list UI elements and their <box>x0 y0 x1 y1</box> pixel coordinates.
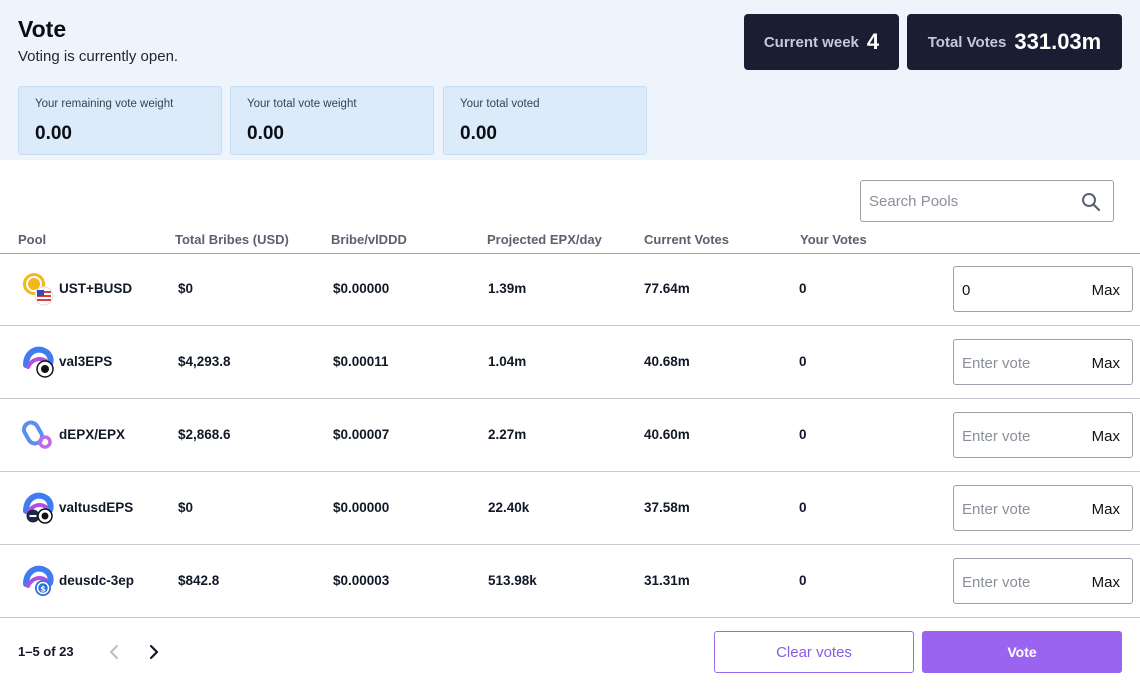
vote-input[interactable] <box>962 425 1072 447</box>
your-votes: 0 <box>799 573 807 588</box>
total-bribes: $2,868.6 <box>178 427 231 442</box>
column-total-bribes[interactable]: Total Bribes (USD) <box>175 232 289 247</box>
vote-input-group: Max <box>953 412 1133 458</box>
column-your-votes[interactable]: Your Votes <box>800 232 867 247</box>
table-row: dEPX/EPX $2,868.6 $0.00007 2.27m 40.60m … <box>0 399 1140 472</box>
bribe-per-vlddd: $0.00000 <box>333 500 390 515</box>
max-button[interactable]: Max <box>1084 494 1128 524</box>
pool-name: val3EPS <box>59 354 113 369</box>
stat-label: Your total voted <box>460 98 540 110</box>
column-bribe-per-vlddd[interactable]: Bribe/vlDDD <box>331 232 407 247</box>
your-votes: 0 <box>799 281 807 296</box>
vote-input[interactable] <box>962 279 1072 301</box>
table-row: valtusdEPS $0 $0.00000 22.40k 37.58m 0 M… <box>0 472 1140 545</box>
depx-epx-token-icon <box>22 420 52 449</box>
vote-input-group: Max <box>953 266 1133 312</box>
your-votes: 0 <box>799 500 807 515</box>
page-title: Vote <box>18 16 67 42</box>
bribe-per-vlddd: $0.00007 <box>333 427 390 442</box>
max-button[interactable]: Max <box>1084 348 1128 378</box>
projected-epx: 2.27m <box>488 427 527 442</box>
current-votes: 40.68m <box>644 354 690 369</box>
clear-votes-button[interactable]: Clear votes <box>714 631 914 673</box>
column-projected-epx[interactable]: Projected EPX/day <box>487 232 602 247</box>
next-page-button[interactable] <box>140 638 168 666</box>
table-row: val3EPS $4,293.8 $0.00011 1.04m 40.68m 0… <box>0 326 1140 399</box>
deusdc-3ep-token-icon: $ <box>23 565 54 596</box>
current-week-label: Current week <box>763 33 859 51</box>
pool-name: valtusdEPS <box>59 500 134 515</box>
total-votes-badge: Total Votes 331.03m <box>907 14 1122 70</box>
stat-label: Your total vote weight <box>247 98 357 110</box>
pool-name: deusdc-3ep <box>59 573 135 588</box>
your-votes: 0 <box>799 354 807 369</box>
total-bribes: $0 <box>178 500 194 515</box>
projected-epx: 1.39m <box>488 281 527 296</box>
prev-page-button[interactable] <box>100 638 128 666</box>
current-week-badge: Current week 4 <box>744 14 899 70</box>
search-icon[interactable] <box>1081 192 1101 212</box>
chevron-left-icon <box>110 645 118 659</box>
stat-value: 0.00 <box>460 123 497 144</box>
voting-status: Voting is currently open. <box>18 48 179 65</box>
column-pool[interactable]: Pool <box>18 232 47 247</box>
bribe-per-vlddd: $0.00000 <box>333 281 390 296</box>
column-current-votes[interactable]: Current Votes <box>644 232 729 247</box>
total-votes-label: Total Votes <box>927 33 1007 51</box>
table-row: UST+BUSD $0 $0.00000 1.39m 77.64m 0 Max <box>0 253 1140 326</box>
current-week-value: 4 <box>866 29 880 54</box>
stat-value: 0.00 <box>35 123 72 144</box>
header-panel: Vote Voting is currently open. Your rema… <box>0 0 1140 160</box>
projected-epx: 1.04m <box>488 354 527 369</box>
svg-text:$: $ <box>40 585 46 594</box>
vote-input-group: Max <box>953 558 1133 604</box>
projected-epx: 513.98k <box>488 573 537 588</box>
pagination-info: 1–5 of 23 <box>18 644 74 659</box>
stat-value: 0.00 <box>247 123 284 144</box>
vote-input[interactable] <box>962 352 1072 374</box>
chevron-right-icon <box>149 644 159 660</box>
total-bribes: $842.8 <box>178 573 220 588</box>
your-votes: 0 <box>799 427 807 442</box>
max-button[interactable]: Max <box>1084 275 1128 305</box>
current-votes: 40.60m <box>644 427 690 442</box>
total-votes-value: 331.03m <box>1014 29 1102 54</box>
ust-busd-token-icon <box>23 273 54 306</box>
total-bribes: $0 <box>178 281 194 296</box>
valtusdeps-token-icon <box>23 492 54 524</box>
vote-input-group: Max <box>953 485 1133 531</box>
vote-input-group: Max <box>953 339 1133 385</box>
projected-epx: 22.40k <box>488 500 530 515</box>
pool-name: dEPX/EPX <box>59 427 126 442</box>
remaining-vote-weight-card: Your remaining vote weight 0.00 <box>18 86 222 155</box>
search-box <box>860 180 1114 222</box>
table-row: $ deusdc-3ep $842.8 $0.00003 513.98k 31.… <box>0 545 1140 618</box>
bribe-per-vlddd: $0.00003 <box>333 573 390 588</box>
vote-input[interactable] <box>962 498 1072 520</box>
current-votes: 37.58m <box>644 500 690 515</box>
total-vote-weight-card: Your total vote weight 0.00 <box>230 86 434 155</box>
current-votes: 31.31m <box>644 573 690 588</box>
vote-button[interactable]: Vote <box>922 631 1122 673</box>
bribe-per-vlddd: $0.00011 <box>333 354 389 369</box>
stat-label: Your remaining vote weight <box>35 98 174 110</box>
total-voted-card: Your total voted 0.00 <box>443 86 647 155</box>
val3eps-token-icon <box>23 346 54 378</box>
total-bribes: $4,293.8 <box>178 354 231 369</box>
table-header: Pool Total Bribes (USD) Bribe/vlDDD Proj… <box>0 230 1140 254</box>
vote-input[interactable] <box>962 571 1072 593</box>
current-votes: 77.64m <box>644 281 690 296</box>
pool-name: UST+BUSD <box>59 281 133 296</box>
max-button[interactable]: Max <box>1084 567 1128 597</box>
search-input[interactable] <box>869 190 1079 212</box>
max-button[interactable]: Max <box>1084 421 1128 451</box>
